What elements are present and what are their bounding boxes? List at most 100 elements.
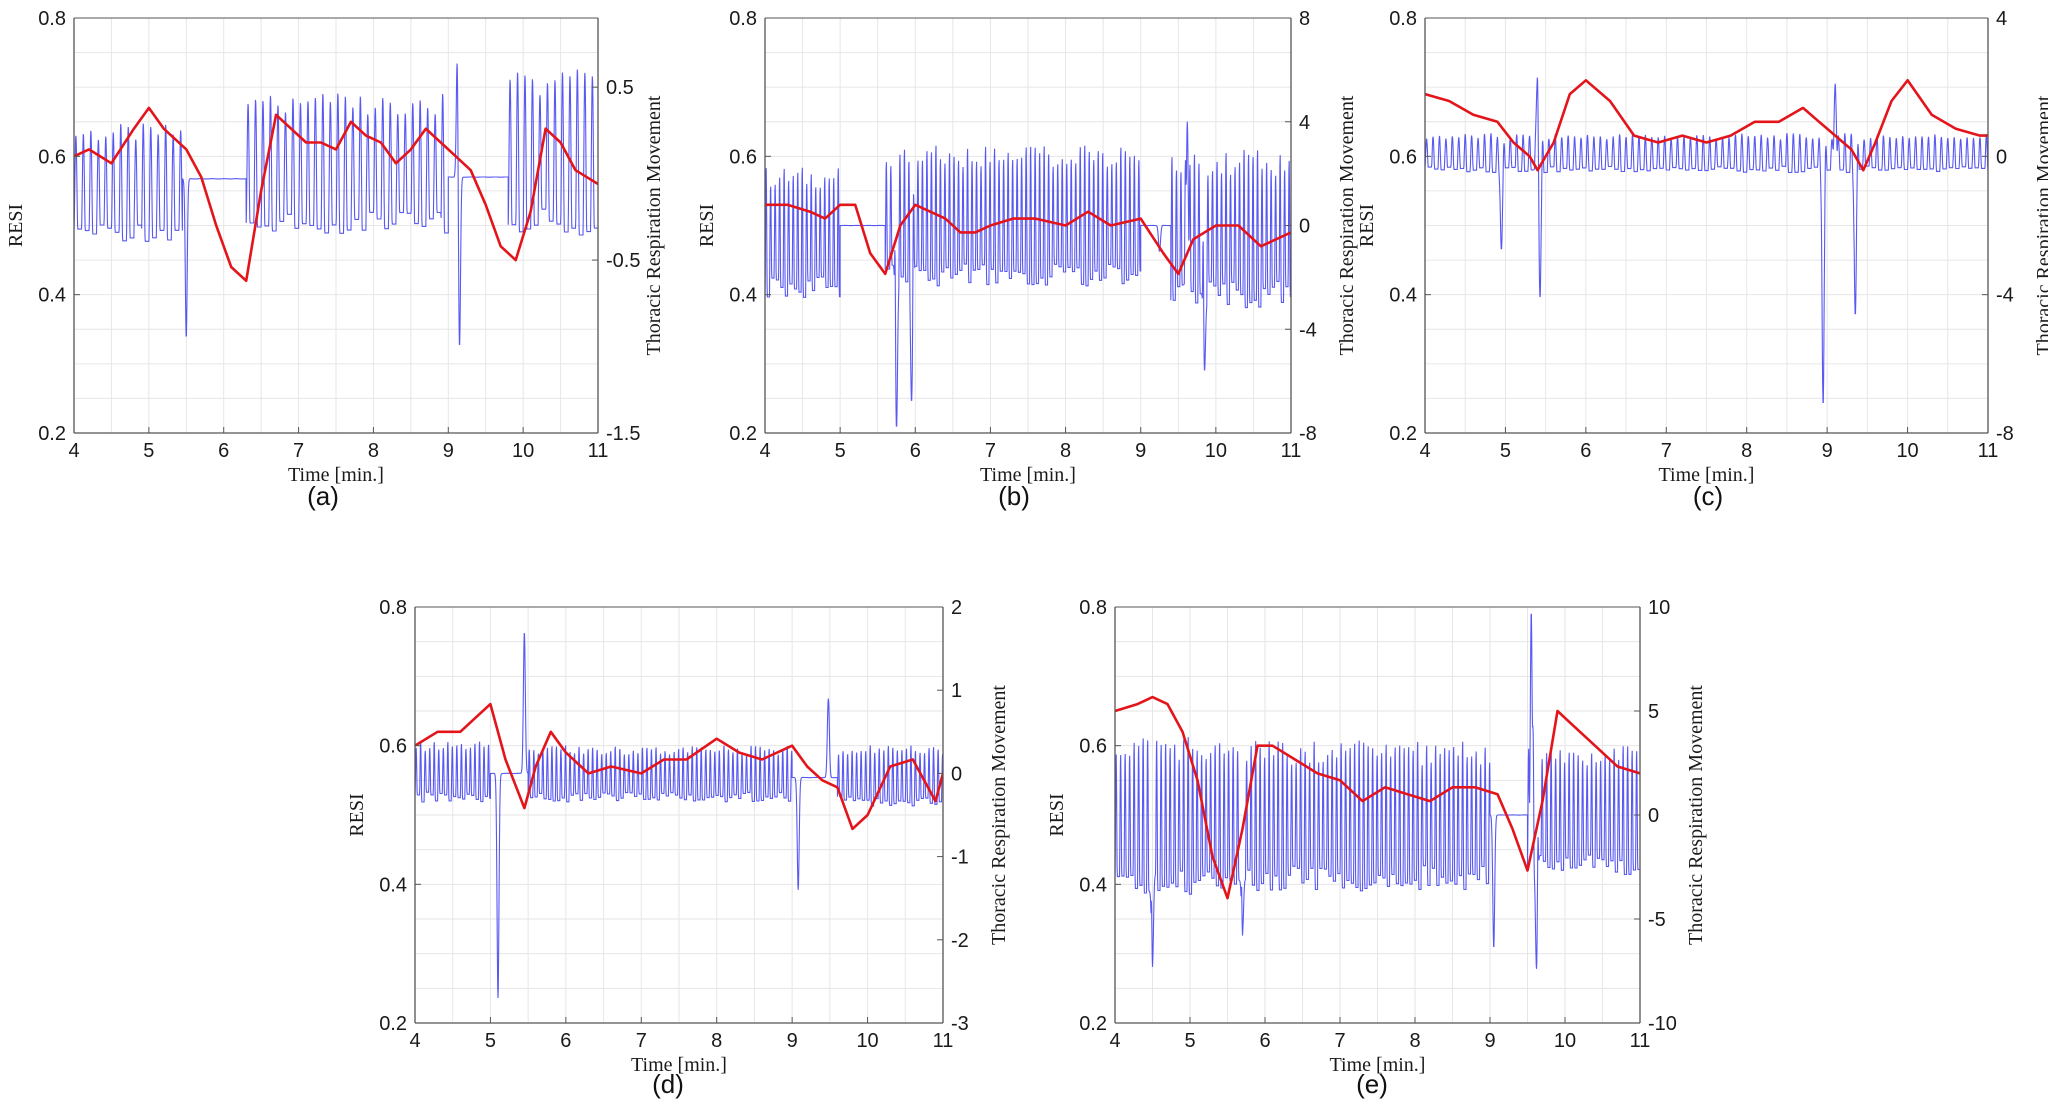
x-tick-label: 4	[409, 1030, 420, 1052]
resi-series-line	[765, 203, 1291, 276]
y-tick-label: 0.4	[379, 874, 407, 896]
y-tick-label: 0.4	[38, 285, 66, 307]
y2-axis-label: Thoracic Respiration Movement	[1685, 685, 1707, 945]
x-axis-label: Time [min.]	[1659, 464, 1755, 486]
y2-tick-label: 0	[1996, 146, 2007, 168]
y-axis-label: RESI	[1356, 204, 1378, 247]
y-tick-label: 0.4	[1079, 874, 1107, 896]
x-tick-label: 10	[1554, 1030, 1576, 1052]
y2-tick-label: 4	[1299, 112, 1310, 134]
x-tick-label: 4	[1109, 1030, 1120, 1052]
x-tick-label: 7	[636, 1030, 647, 1052]
thoracic-series-line	[765, 121, 1291, 427]
y-tick-label: 0.2	[1079, 1013, 1107, 1035]
y-tick-label: 0.6	[1079, 736, 1107, 758]
resi-series-line	[415, 702, 943, 831]
y2-tick-label: -8	[1996, 423, 2014, 445]
panel-1	[764, 17, 1292, 434]
y2-tick-label: -8	[1299, 423, 1317, 445]
y-tick-label: 0.8	[729, 8, 757, 30]
resi-series-line	[1425, 79, 1988, 172]
y-axis-label: RESI	[1046, 793, 1068, 836]
panel-4	[1114, 606, 1641, 1024]
y2-tick-label: -1	[951, 847, 969, 869]
thoracic-series-line	[1425, 77, 1988, 403]
x-tick-label: 11	[1630, 1030, 1651, 1052]
panel-label: (b)	[998, 481, 1030, 511]
y2-tick-label: 1	[951, 680, 962, 702]
x-tick-label: 4	[1419, 440, 1430, 462]
x-tick-label: 10	[1896, 440, 1918, 462]
y-tick-label: 0.4	[1389, 285, 1417, 307]
y2-tick-label: -3	[951, 1013, 969, 1035]
x-tick-label: 9	[787, 1030, 798, 1052]
x-tick-label: 8	[711, 1030, 722, 1052]
y2-tick-label: -4	[1996, 285, 2014, 307]
x-tick-label: 5	[835, 440, 846, 462]
y-axis-label: RESI	[696, 204, 718, 247]
x-axis-label: Time [min.]	[288, 464, 384, 486]
y-tick-label: 0.8	[38, 8, 66, 30]
y-tick-label: 0.2	[1389, 423, 1417, 445]
x-tick-label: 9	[443, 440, 454, 462]
y-tick-label: 0.6	[1389, 146, 1417, 168]
y-tick-label: 0.8	[379, 597, 407, 619]
y2-tick-label: -4	[1299, 319, 1317, 341]
x-tick-label: 10	[856, 1030, 878, 1052]
x-tick-label: 8	[368, 440, 379, 462]
y2-tick-label: -10	[1648, 1013, 1677, 1035]
panel-label: (c)	[1693, 481, 1723, 511]
y2-tick-label: -5	[1648, 909, 1666, 931]
panel-0	[73, 17, 599, 434]
x-axis-label: Time [min.]	[1330, 1054, 1426, 1076]
x-tick-label: 5	[143, 440, 154, 462]
y-tick-label: 0.2	[729, 423, 757, 445]
panel-label: (d)	[652, 1069, 684, 1099]
y-tick-label: 0.6	[38, 146, 66, 168]
y2-tick-label: -1.5	[606, 423, 640, 445]
x-tick-label: 10	[512, 440, 534, 462]
y2-tick-label: 8	[1299, 8, 1310, 30]
thoracic-series-line	[1115, 613, 1640, 969]
y-tick-label: 0.4	[729, 285, 757, 307]
x-tick-label: 7	[1334, 1030, 1345, 1052]
y-tick-label: 0.6	[379, 736, 407, 758]
y2-axis-label: Thoracic Respiration Movement	[1336, 95, 1358, 355]
x-tick-label: 8	[1060, 440, 1071, 462]
x-tick-label: 5	[1500, 440, 1511, 462]
panel-label: (e)	[1356, 1069, 1388, 1099]
y2-axis-label: Thoracic Respiration Movement	[643, 95, 665, 355]
x-axis-label: Time [min.]	[980, 464, 1076, 486]
x-tick-label: 8	[1741, 440, 1752, 462]
x-tick-label: 8	[1409, 1030, 1420, 1052]
y2-tick-label: -0.5	[606, 250, 640, 272]
x-tick-label: 4	[759, 440, 770, 462]
x-tick-label: 6	[910, 440, 921, 462]
x-tick-label: 9	[1822, 440, 1833, 462]
y-tick-label: 0.8	[1079, 597, 1107, 619]
y2-tick-label: 10	[1648, 597, 1670, 619]
y-tick-label: 0.6	[729, 146, 757, 168]
x-tick-label: 6	[560, 1030, 571, 1052]
x-tick-label: 5	[1184, 1030, 1195, 1052]
thoracic-series-line	[74, 63, 598, 346]
y-tick-label: 0.2	[38, 423, 66, 445]
y2-tick-label: 0	[1299, 216, 1310, 238]
panel-3	[414, 606, 944, 1024]
y2-tick-label: 4	[1996, 8, 2007, 30]
x-tick-label: 6	[218, 440, 229, 462]
x-tick-label: 11	[1281, 440, 1302, 462]
y2-tick-label: 0	[1648, 805, 1659, 827]
x-tick-label: 4	[68, 440, 79, 462]
x-tick-label: 9	[1135, 440, 1146, 462]
panel-label: (a)	[307, 481, 339, 511]
x-tick-label: 7	[1661, 440, 1672, 462]
y2-tick-label: 0	[951, 763, 962, 785]
y2-axis-label: Thoracic Respiration Movement	[988, 685, 1010, 945]
y2-tick-label: -2	[951, 930, 969, 952]
x-tick-label: 5	[485, 1030, 496, 1052]
resi-series-line	[1115, 695, 1640, 900]
panel-2	[1424, 17, 1989, 434]
x-tick-label: 11	[933, 1030, 954, 1052]
